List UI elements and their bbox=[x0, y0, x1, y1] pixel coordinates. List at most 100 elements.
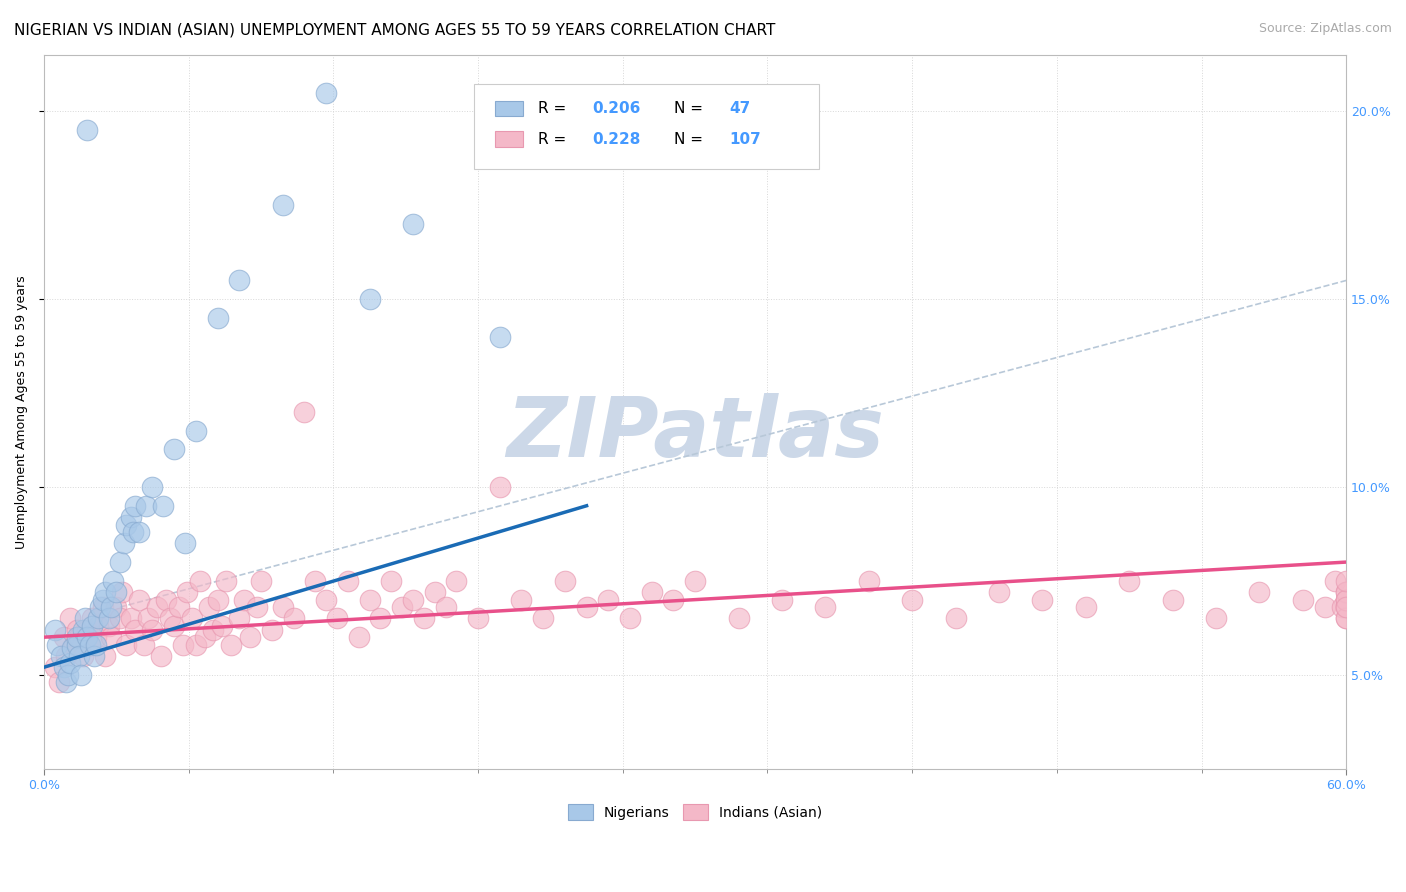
Point bbox=[1336, 611, 1358, 625]
Point bbox=[188, 574, 211, 588]
Text: 0.206: 0.206 bbox=[592, 101, 641, 116]
Point bbox=[163, 442, 186, 457]
Point bbox=[65, 623, 87, 637]
Text: NIGERIAN VS INDIAN (ASIAN) UNEMPLOYMENT AMONG AGES 55 TO 59 YEARS CORRELATION CH: NIGERIAN VS INDIAN (ASIAN) UNEMPLOYMENT … bbox=[14, 22, 776, 37]
Point bbox=[60, 641, 83, 656]
Point bbox=[103, 574, 125, 588]
Point bbox=[326, 611, 349, 625]
Point bbox=[194, 630, 217, 644]
Point bbox=[65, 638, 87, 652]
Point bbox=[159, 611, 181, 625]
Point bbox=[1336, 574, 1358, 588]
Point bbox=[207, 310, 229, 325]
Point bbox=[128, 592, 150, 607]
Point bbox=[112, 536, 135, 550]
Point bbox=[1336, 600, 1358, 615]
Point bbox=[531, 611, 554, 625]
Point bbox=[48, 675, 70, 690]
Point bbox=[65, 630, 87, 644]
Point bbox=[72, 623, 94, 637]
Point bbox=[120, 510, 142, 524]
Point bbox=[98, 611, 121, 625]
Point bbox=[51, 648, 73, 663]
Point bbox=[402, 592, 425, 607]
Point bbox=[434, 600, 457, 615]
Point bbox=[641, 585, 664, 599]
Point bbox=[172, 638, 194, 652]
Point bbox=[83, 648, 105, 663]
FancyBboxPatch shape bbox=[495, 131, 523, 147]
Point bbox=[128, 524, 150, 539]
Point bbox=[72, 648, 94, 663]
Point bbox=[176, 585, 198, 599]
Point bbox=[174, 536, 197, 550]
Point bbox=[391, 600, 413, 615]
Point bbox=[136, 611, 159, 625]
Point bbox=[232, 592, 254, 607]
Point bbox=[52, 630, 75, 644]
Point bbox=[359, 592, 381, 607]
Point bbox=[167, 600, 190, 615]
Point bbox=[662, 592, 685, 607]
Point bbox=[304, 574, 326, 588]
Point bbox=[104, 600, 127, 615]
Point bbox=[858, 574, 880, 588]
Point bbox=[1118, 574, 1140, 588]
Point bbox=[59, 611, 82, 625]
Point bbox=[108, 555, 131, 569]
Point bbox=[98, 619, 121, 633]
Point bbox=[56, 667, 79, 681]
Point bbox=[988, 585, 1011, 599]
Point bbox=[63, 638, 86, 652]
Point bbox=[283, 611, 305, 625]
Point bbox=[184, 638, 207, 652]
Point bbox=[619, 611, 641, 625]
FancyBboxPatch shape bbox=[474, 84, 818, 169]
Point bbox=[59, 657, 82, 671]
Point bbox=[246, 600, 269, 615]
Point bbox=[84, 630, 107, 644]
Text: 107: 107 bbox=[728, 132, 761, 147]
Point bbox=[111, 585, 134, 599]
Point bbox=[423, 585, 446, 599]
Point bbox=[67, 630, 90, 644]
Point bbox=[124, 499, 146, 513]
Point bbox=[1336, 592, 1358, 607]
Point bbox=[55, 648, 77, 663]
Point bbox=[315, 86, 337, 100]
Point bbox=[89, 600, 111, 615]
Text: Source: ZipAtlas.com: Source: ZipAtlas.com bbox=[1258, 22, 1392, 36]
Point bbox=[1074, 600, 1097, 615]
Text: R =: R = bbox=[537, 101, 571, 116]
Point bbox=[87, 611, 110, 625]
Point bbox=[370, 611, 392, 625]
Point bbox=[184, 424, 207, 438]
Point bbox=[124, 623, 146, 637]
Point bbox=[44, 660, 66, 674]
Point bbox=[336, 574, 359, 588]
Point bbox=[46, 638, 69, 652]
Point bbox=[44, 623, 66, 637]
Point bbox=[91, 600, 114, 615]
Text: 47: 47 bbox=[728, 101, 751, 116]
Point bbox=[100, 600, 122, 615]
Point bbox=[1292, 592, 1315, 607]
Point bbox=[228, 273, 250, 287]
FancyBboxPatch shape bbox=[495, 101, 523, 117]
Point bbox=[163, 619, 186, 633]
Text: N =: N = bbox=[675, 132, 709, 147]
Point bbox=[152, 499, 174, 513]
Point bbox=[115, 517, 138, 532]
Point bbox=[93, 585, 115, 599]
Point bbox=[1031, 592, 1053, 607]
Point bbox=[488, 480, 510, 494]
Point bbox=[84, 638, 107, 652]
Point bbox=[115, 638, 138, 652]
Point bbox=[215, 574, 238, 588]
Point bbox=[1336, 585, 1358, 599]
Point bbox=[250, 574, 273, 588]
Point bbox=[76, 623, 98, 637]
Point bbox=[1324, 574, 1347, 588]
Point bbox=[100, 630, 122, 644]
Point bbox=[55, 675, 77, 690]
